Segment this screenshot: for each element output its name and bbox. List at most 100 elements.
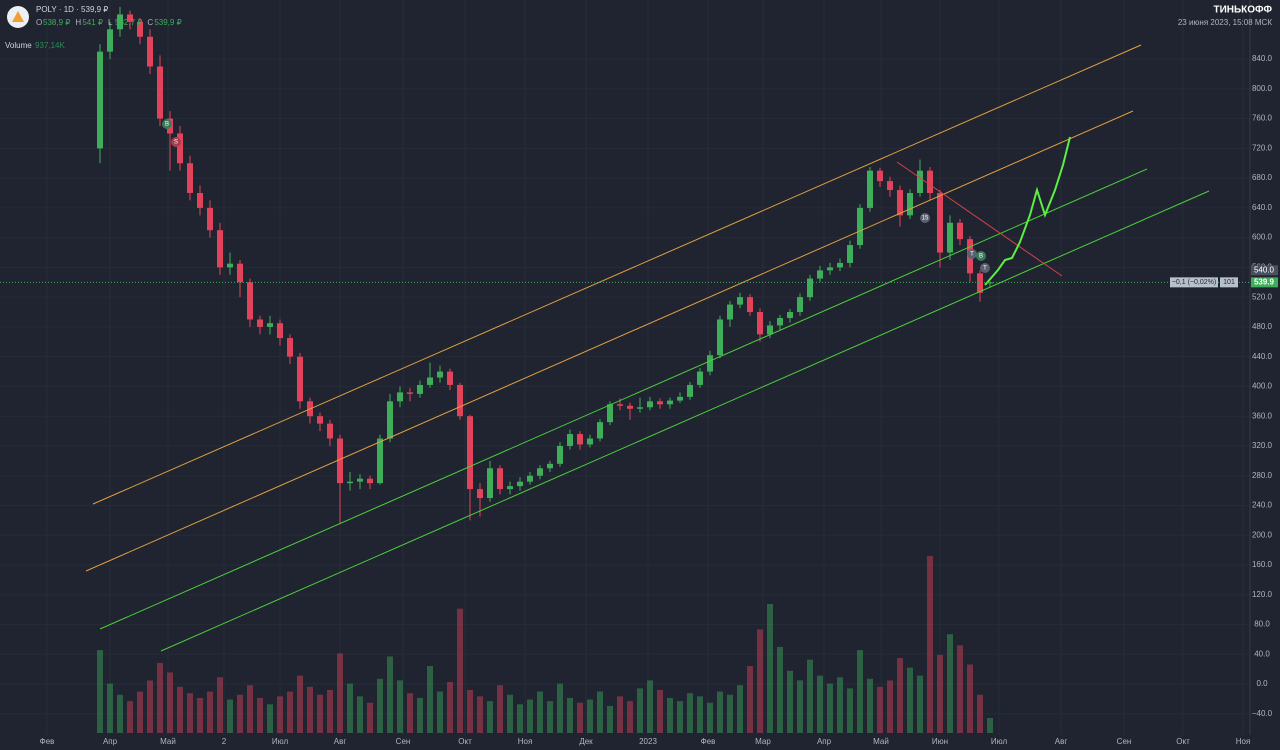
volume-bar bbox=[827, 683, 833, 733]
axis-panel bbox=[1250, 0, 1280, 750]
volume-bar bbox=[527, 699, 533, 733]
x-tick-label: Июл bbox=[991, 737, 1008, 746]
candle-body bbox=[957, 222, 963, 240]
volume-bar bbox=[487, 701, 493, 733]
volume-bar bbox=[467, 689, 473, 733]
candle-body bbox=[397, 392, 403, 402]
x-tick-label: 2 bbox=[222, 737, 227, 746]
badge-label: T bbox=[970, 252, 974, 258]
candle-body bbox=[797, 297, 803, 313]
y-tick-label: 80.0 bbox=[1254, 620, 1270, 629]
volume-bar bbox=[687, 693, 693, 733]
candle-body bbox=[287, 338, 293, 357]
candle-body bbox=[487, 468, 493, 499]
volume-bar bbox=[667, 697, 673, 733]
badge bbox=[920, 213, 930, 223]
candle-body bbox=[827, 267, 833, 271]
y-tick-label: 400.0 bbox=[1252, 382, 1273, 391]
x-tick-label: Апр bbox=[103, 737, 118, 746]
volume-bar bbox=[497, 685, 503, 733]
candle-body bbox=[577, 434, 583, 445]
x-tick-label: Авг bbox=[1055, 737, 1068, 746]
candle-body bbox=[137, 21, 143, 37]
price-box bbox=[1251, 277, 1278, 288]
ohlc-value: 539,9 ₽ bbox=[154, 18, 181, 27]
volume-bar bbox=[507, 694, 513, 733]
candle-body bbox=[907, 192, 913, 216]
ohlc-legend: O 538,9 ₽ H 541 ₽ L 532,7 ₽ C 539,9 ₽ bbox=[36, 18, 182, 27]
badge bbox=[162, 119, 172, 129]
candle-body bbox=[877, 170, 883, 182]
volume-bar bbox=[927, 556, 933, 733]
ohlc-value: 538,9 ₽ bbox=[43, 18, 70, 27]
volume-bar bbox=[547, 701, 553, 733]
candle-body bbox=[217, 230, 223, 268]
x-tick-label: Май bbox=[873, 737, 889, 746]
volume-bar bbox=[217, 677, 223, 733]
count-box bbox=[1220, 277, 1238, 288]
volume-bar bbox=[297, 675, 303, 733]
volume-bar bbox=[447, 682, 453, 733]
y-tick-label: 320.0 bbox=[1252, 441, 1273, 450]
y-tick-label: 800.0 bbox=[1252, 84, 1273, 93]
badge bbox=[976, 251, 986, 261]
drawings bbox=[85, 44, 1210, 652]
trend-line bbox=[160, 190, 1210, 652]
candle-body bbox=[847, 245, 853, 263]
volume-bar bbox=[797, 680, 803, 733]
x-tick-label: Ноя bbox=[1236, 737, 1251, 746]
volume-bar bbox=[767, 603, 773, 733]
volume-bar bbox=[847, 688, 853, 733]
volume-bar bbox=[127, 701, 133, 733]
candle-body bbox=[257, 319, 263, 327]
x-tick-label: Сен bbox=[396, 737, 411, 746]
volume-bar bbox=[757, 629, 763, 733]
volume-bar bbox=[357, 696, 363, 733]
x-tick-label: Сен bbox=[1117, 737, 1132, 746]
volume-bar bbox=[437, 691, 443, 733]
y-tick-label: 360.0 bbox=[1252, 411, 1273, 420]
candle-body bbox=[497, 468, 503, 490]
volume-bar bbox=[947, 634, 953, 733]
candle-body bbox=[747, 297, 753, 313]
candle-body bbox=[627, 405, 633, 409]
ohlc-key: C bbox=[147, 18, 153, 27]
candle-body bbox=[277, 323, 283, 339]
candle-body bbox=[667, 400, 673, 405]
candle-body bbox=[107, 29, 113, 52]
candle-body bbox=[557, 445, 563, 464]
badge bbox=[171, 137, 181, 147]
badge bbox=[967, 249, 977, 259]
y-tick-label: 120.0 bbox=[1252, 590, 1273, 599]
volume-bar bbox=[987, 718, 993, 733]
volume-bar bbox=[307, 686, 313, 733]
y-tick-label: 280.0 bbox=[1252, 471, 1273, 480]
candle-body bbox=[337, 438, 343, 484]
volume-bar bbox=[197, 697, 203, 733]
volume-bar bbox=[697, 696, 703, 733]
volume-bar bbox=[117, 694, 123, 733]
ohlc-key: O bbox=[36, 18, 42, 27]
y-tick-label: 640.0 bbox=[1252, 203, 1273, 212]
candle-body bbox=[407, 392, 413, 394]
candle-body bbox=[247, 282, 253, 320]
candle-body bbox=[117, 14, 123, 30]
candle-body bbox=[917, 170, 923, 193]
candle-body bbox=[927, 170, 933, 193]
trend-line bbox=[99, 168, 1148, 630]
volume-bar bbox=[137, 691, 143, 733]
volume-bar bbox=[967, 664, 973, 733]
candle-body bbox=[617, 404, 623, 406]
change-box bbox=[1170, 277, 1218, 288]
candle-body bbox=[887, 181, 893, 191]
badge-label: T bbox=[983, 266, 987, 272]
candle-body bbox=[207, 207, 213, 231]
y-tick-label: 200.0 bbox=[1252, 530, 1273, 539]
volume-bar bbox=[877, 686, 883, 733]
volume-bar bbox=[557, 683, 563, 733]
volume-bar bbox=[337, 653, 343, 733]
volume-value: 937,14K bbox=[35, 41, 65, 50]
candle-body bbox=[897, 190, 903, 216]
volume-bar bbox=[107, 683, 113, 733]
